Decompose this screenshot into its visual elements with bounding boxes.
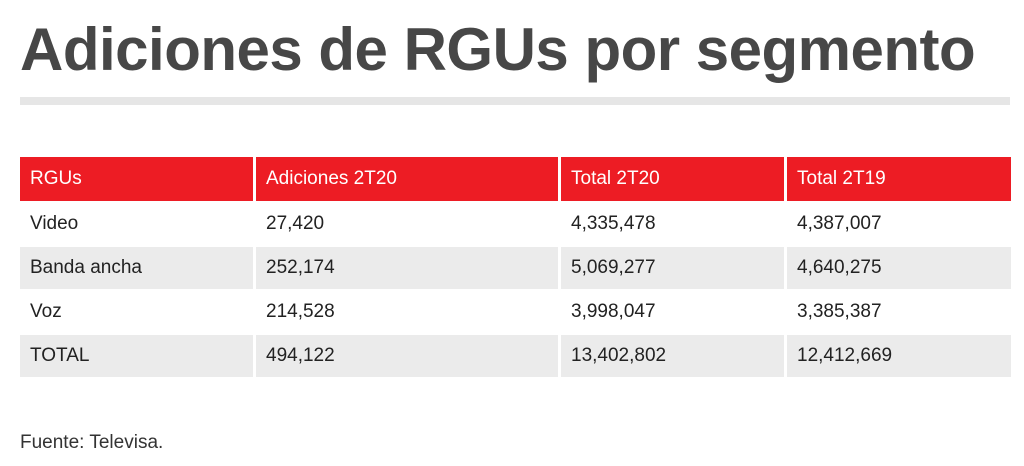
table-cell: Video bbox=[20, 203, 253, 245]
column-header-rgus: RGUs bbox=[20, 157, 253, 201]
table-row: Banda ancha 252,174 5,069,277 4,640,275 bbox=[20, 247, 1011, 289]
table-cell: 494,122 bbox=[256, 335, 558, 377]
table-cell: 27,420 bbox=[256, 203, 558, 245]
table-cell: 3,998,047 bbox=[561, 291, 784, 333]
table-cell: 252,174 bbox=[256, 247, 558, 289]
column-header-total-2t20: Total 2T20 bbox=[561, 157, 784, 201]
column-header-total-2t19: Total 2T19 bbox=[787, 157, 1011, 201]
table-cell: 4,387,007 bbox=[787, 203, 1011, 245]
table-row-total: TOTAL 494,122 13,402,802 12,412,669 bbox=[20, 335, 1011, 377]
table-row: Voz 214,528 3,998,047 3,385,387 bbox=[20, 291, 1011, 333]
source-note: Fuente: Televisa. bbox=[20, 432, 164, 453]
table-cell: Banda ancha bbox=[20, 247, 253, 289]
table-cell: 13,402,802 bbox=[561, 335, 784, 377]
table-cell: TOTAL bbox=[20, 335, 253, 377]
table-row: Video 27,420 4,335,478 4,387,007 bbox=[20, 203, 1011, 245]
table-header-row: RGUs Adiciones 2T20 Total 2T20 Total 2T1… bbox=[20, 157, 1011, 201]
table-cell: 3,385,387 bbox=[787, 291, 1011, 333]
table-cell: 4,640,275 bbox=[787, 247, 1011, 289]
table-cell: Voz bbox=[20, 291, 253, 333]
table-cell: 12,412,669 bbox=[787, 335, 1011, 377]
table-cell: 4,335,478 bbox=[561, 203, 784, 245]
title-divider bbox=[20, 97, 1010, 105]
page-title: Adiciones de RGUs por segmento bbox=[20, 16, 976, 83]
rgu-table: RGUs Adiciones 2T20 Total 2T20 Total 2T1… bbox=[17, 155, 1014, 379]
table-cell: 214,528 bbox=[256, 291, 558, 333]
table-cell: 5,069,277 bbox=[561, 247, 784, 289]
column-header-adiciones-2t20: Adiciones 2T20 bbox=[256, 157, 558, 201]
